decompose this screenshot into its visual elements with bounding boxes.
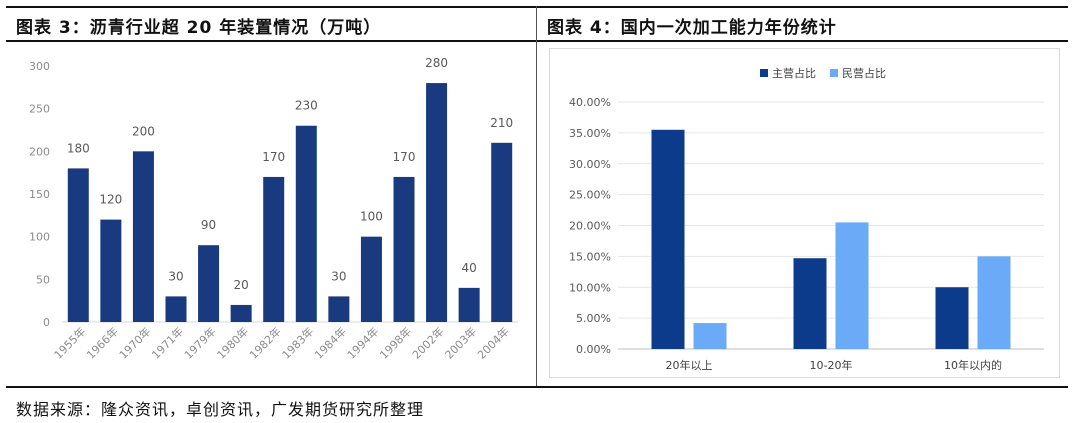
x-tick-label: 10年以内的 <box>944 358 1002 372</box>
x-tick-label: 1994年 <box>344 324 381 361</box>
data-bar <box>693 323 727 349</box>
data-bar <box>393 176 415 322</box>
data-bar <box>295 125 317 322</box>
x-tick-label: 1970年 <box>116 324 153 361</box>
y-tick-label: 40.00% <box>569 96 611 109</box>
y-tick-label: 35.00% <box>569 127 611 140</box>
data-bar <box>263 176 285 322</box>
y-tick-label: 150 <box>29 188 50 201</box>
y-tick-label: 30.00% <box>569 158 611 171</box>
data-bar <box>835 222 869 349</box>
data-bar <box>651 129 685 349</box>
y-tick-label: 10.00% <box>569 281 611 294</box>
data-bar <box>132 151 154 322</box>
data-bar <box>100 219 122 322</box>
y-tick-label: 300 <box>29 60 50 73</box>
legend-swatch <box>760 69 768 77</box>
right-chart-title: 图表 4：国内一次加工能力年份统计 <box>547 18 837 38</box>
source-note: 数据来源：隆众资讯，卓创资讯，广发期货研究所整理 <box>16 400 425 419</box>
x-tick-label: 1984年 <box>312 324 349 361</box>
x-tick-label: 1980年 <box>214 324 251 361</box>
data-label: 170 <box>262 150 285 164</box>
data-bar <box>458 287 480 322</box>
data-bar <box>491 142 513 322</box>
data-bar <box>165 296 187 322</box>
y-tick-label: 0 <box>43 316 50 329</box>
data-label: 100 <box>360 210 383 224</box>
data-bar <box>977 256 1011 349</box>
y-tick-label: 100 <box>29 231 50 244</box>
x-tick-label: 1971年 <box>149 324 186 361</box>
y-tick-label: 200 <box>29 145 50 158</box>
y-tick-label: 5.00% <box>576 312 611 325</box>
legend-label: 民营占比 <box>842 66 886 80</box>
data-label: 230 <box>295 99 318 113</box>
y-tick-label: 50 <box>36 273 50 286</box>
x-tick-label: 1979年 <box>181 324 218 361</box>
data-label: 30 <box>331 269 346 283</box>
data-label: 40 <box>462 261 477 275</box>
y-tick-label: 20.00% <box>569 220 611 233</box>
x-tick-label: 1955年 <box>51 324 88 361</box>
data-bar <box>328 296 350 322</box>
data-label: 210 <box>490 116 513 130</box>
data-label: 20 <box>234 278 249 292</box>
y-tick-label: 250 <box>29 103 50 116</box>
left-chart-title: 图表 3：沥青行业超 20 年装置情况（万吨） <box>16 18 382 38</box>
x-tick-label: 1998年 <box>377 324 414 361</box>
data-label: 90 <box>201 218 216 232</box>
processing-capacity-bar-chart: 0.00% 5.00% 10.00% 15.00% 20.00% 25.00% 30.00%… <box>569 66 1044 372</box>
asphalt-bar-chart: 0 50 100 150 200 250 300 180 1955年 120 1966年 200 197… <box>29 56 518 362</box>
data-label: 180 <box>67 141 90 155</box>
data-label: 170 <box>393 150 416 164</box>
data-bar <box>198 245 220 322</box>
y-tick-label: 15.00% <box>569 250 611 263</box>
x-tick-label: 1983年 <box>279 324 316 361</box>
bottom-rule <box>6 386 1068 388</box>
x-tick-label: 1982年 <box>246 324 283 361</box>
data-label: 280 <box>425 56 448 70</box>
x-tick-label: 20年以上 <box>666 358 713 372</box>
data-bar <box>360 236 382 322</box>
left-chart-panel: 图表 3：沥青行业超 20 年装置情况（万吨） 0 50 100 150 200 250 3… <box>6 6 537 386</box>
data-label: 30 <box>168 269 183 283</box>
x-tick-label: 2003年 <box>442 324 479 361</box>
data-label: 120 <box>99 193 122 207</box>
x-tick-label: 1966年 <box>84 324 121 361</box>
y-tick-label: 0.00% <box>576 343 611 356</box>
x-tick-label: 2004年 <box>474 324 511 361</box>
data-label: 200 <box>132 124 155 138</box>
right-chart-frame: 0.00% 5.00% 10.00% 15.00% 20.00% 25.00% 30.00%… <box>549 48 1060 378</box>
data-bar <box>67 168 89 322</box>
legend-swatch <box>830 69 838 77</box>
data-bar <box>426 83 448 322</box>
legend-label: 主营占比 <box>772 66 816 80</box>
x-tick-label: 10-20年 <box>810 358 853 372</box>
right-chart-title-bar: 图表 4：国内一次加工能力年份统计 <box>537 6 1068 42</box>
right-chart-panel: 图表 4：国内一次加工能力年份统计 0.00% 5.00% 10.00% 15.00%… <box>537 6 1068 386</box>
x-tick-label: 2002年 <box>409 324 446 361</box>
left-chart-title-bar: 图表 3：沥青行业超 20 年装置情况（万吨） <box>6 6 536 42</box>
y-tick-label: 25.00% <box>569 189 611 202</box>
data-bar <box>793 258 827 349</box>
data-bar <box>230 304 252 322</box>
data-bar <box>935 287 969 349</box>
